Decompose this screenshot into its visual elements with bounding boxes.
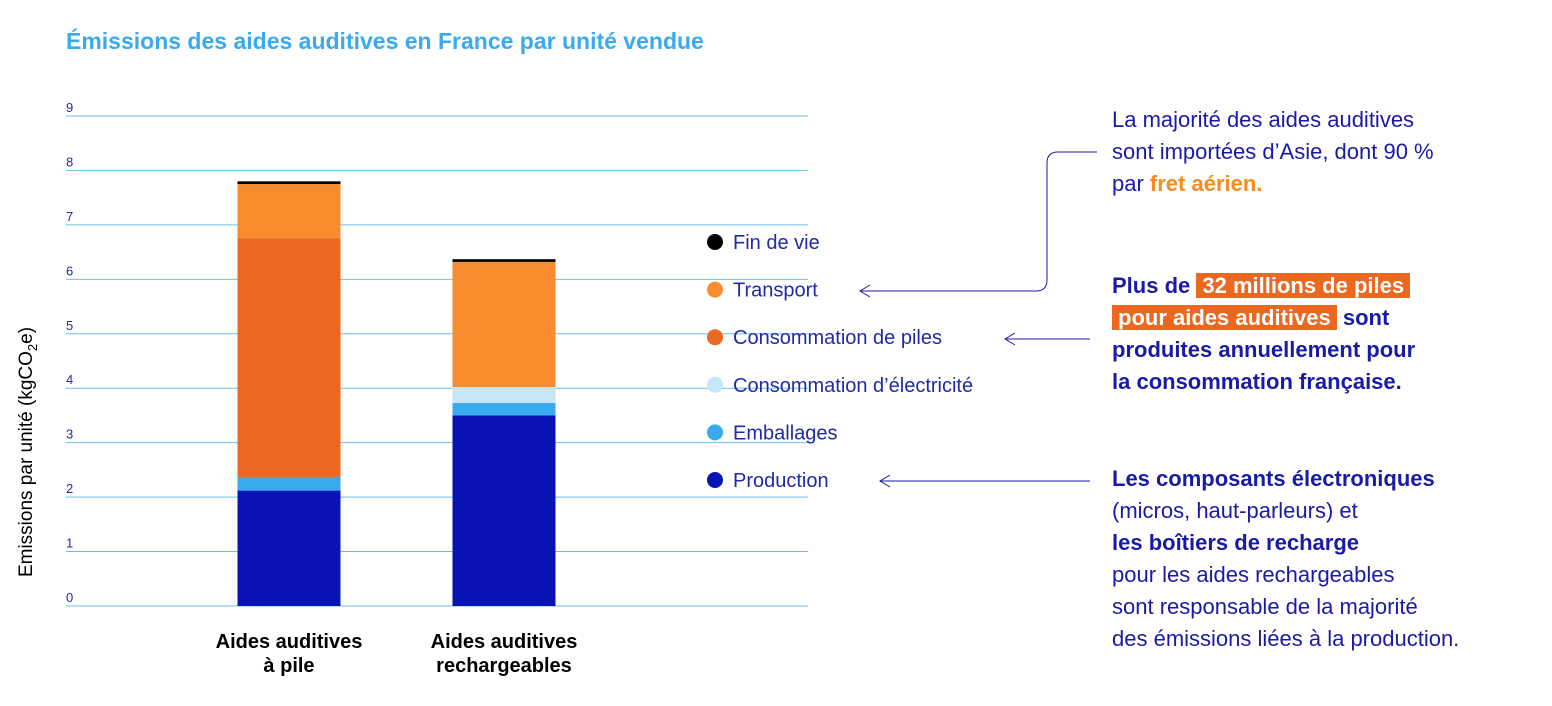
legend-label: Emballages: [733, 422, 838, 444]
category-label: Aides auditives: [431, 631, 578, 653]
note3-line6: des émissions liées à la production.: [1112, 626, 1460, 651]
y-tick-label: 9: [66, 100, 73, 115]
legend-label: Fin de vie: [733, 232, 820, 254]
legend-swatch: [707, 376, 723, 393]
category-label: à pile: [263, 655, 314, 677]
note1-line3: par fret aérien.: [1112, 168, 1434, 200]
legend: Fin de vie Transport Consommation de piles…: [707, 232, 973, 492]
legend-swatch: [707, 424, 723, 441]
arrowhead-transport: [859, 284, 871, 298]
y-axis-label: Emissions par unité (kgCO2e): [16, 327, 40, 577]
connector-transport: [860, 151, 1097, 292]
legend-label: Production: [733, 470, 829, 492]
y-tick-label: 6: [66, 263, 73, 278]
legend-swatch: [707, 329, 723, 346]
note2-post: sont: [1336, 305, 1390, 330]
y-tick-label: 0: [66, 590, 73, 605]
y-tick-label: 8: [66, 154, 73, 169]
note3-line1: Les composants électroniques: [1112, 466, 1435, 491]
legend-swatch: [707, 234, 723, 250]
note2-line1: Plus de 32 millions de piles: [1112, 270, 1415, 302]
category-label: Aides auditives: [216, 631, 363, 653]
note3-line3: les boîtiers de recharge: [1112, 530, 1359, 555]
y-tick-label: 5: [66, 318, 73, 333]
production-annotation: Les composants électroniques (micros, ha…: [1112, 463, 1459, 655]
bars: [237, 181, 556, 606]
bar-segment-fin-de-vie: [237, 181, 341, 185]
note1-line2: sont importées d’Asie, dont 90 %: [1112, 139, 1434, 164]
legend-label: Consommation de piles: [733, 327, 942, 349]
legend-label: Consommation d’électricité: [733, 375, 973, 397]
bar-segment-emballages: [452, 402, 556, 416]
y-tick-label: 4: [66, 372, 73, 387]
legend-swatch: [707, 472, 723, 488]
arrowhead-production: [879, 474, 891, 488]
note2-pre: Plus de: [1112, 273, 1197, 298]
note1-line3-pre: par: [1112, 171, 1150, 196]
bar-segment-transport: [237, 184, 341, 239]
bar-segment-transport: [452, 261, 556, 388]
note2-highlight-2: pour aides auditives: [1112, 305, 1337, 330]
ylabel-part: e): [16, 327, 37, 344]
note1-emphasis: fret aérien.: [1149, 171, 1263, 196]
chart-title: Émissions des aides auditives en France …: [66, 28, 704, 54]
note2-line4: la consommation française.: [1112, 369, 1402, 394]
batteries-annotation: Plus de 32 millions de piles pour aides …: [1112, 270, 1415, 398]
ylabel-part: Emissions par unité (kgCO: [16, 351, 37, 577]
y-tick-label: 7: [66, 209, 73, 224]
gridlines: [66, 115, 808, 607]
note3-line5: sont responsable de la majorité: [1112, 594, 1418, 619]
y-axis-ticks: 0 1 2 3 4 5 6 7 8 9: [66, 100, 73, 605]
y-tick-label: 1: [66, 536, 73, 551]
note3-line4: pour les aides rechargeables: [1112, 562, 1395, 587]
annotation-connectors: [859, 151, 1097, 488]
note3-line2: (micros, haut-parleurs) et: [1112, 498, 1358, 523]
arrowhead-piles: [1004, 332, 1016, 346]
bar-segment-consommation-d-lectricit: [452, 387, 556, 403]
transport-annotation: La majorité des aides auditives sont imp…: [1112, 104, 1434, 200]
y-tick-label: 2: [66, 481, 73, 496]
note2-highlight-1: 32 millions de piles: [1196, 273, 1411, 298]
legend-swatch: [707, 281, 723, 298]
bar-segment-consommation-de-piles: [237, 238, 341, 477]
note1-line1: La majorité des aides auditives: [1112, 107, 1415, 132]
ylabel-subscript: 2: [25, 344, 40, 351]
note2-line2: pour aides auditives sont: [1112, 302, 1415, 334]
bar-segment-production: [237, 490, 341, 606]
bar-segment-fin-de-vie: [452, 259, 556, 262]
category-label: rechargeables: [436, 655, 572, 677]
bar-segment-production: [452, 415, 556, 606]
legend-label: Transport: [733, 280, 818, 302]
note2-line3: produites annuellement pour: [1112, 337, 1416, 362]
bar-segment-emballages: [237, 476, 341, 491]
y-tick-label: 3: [66, 427, 73, 442]
